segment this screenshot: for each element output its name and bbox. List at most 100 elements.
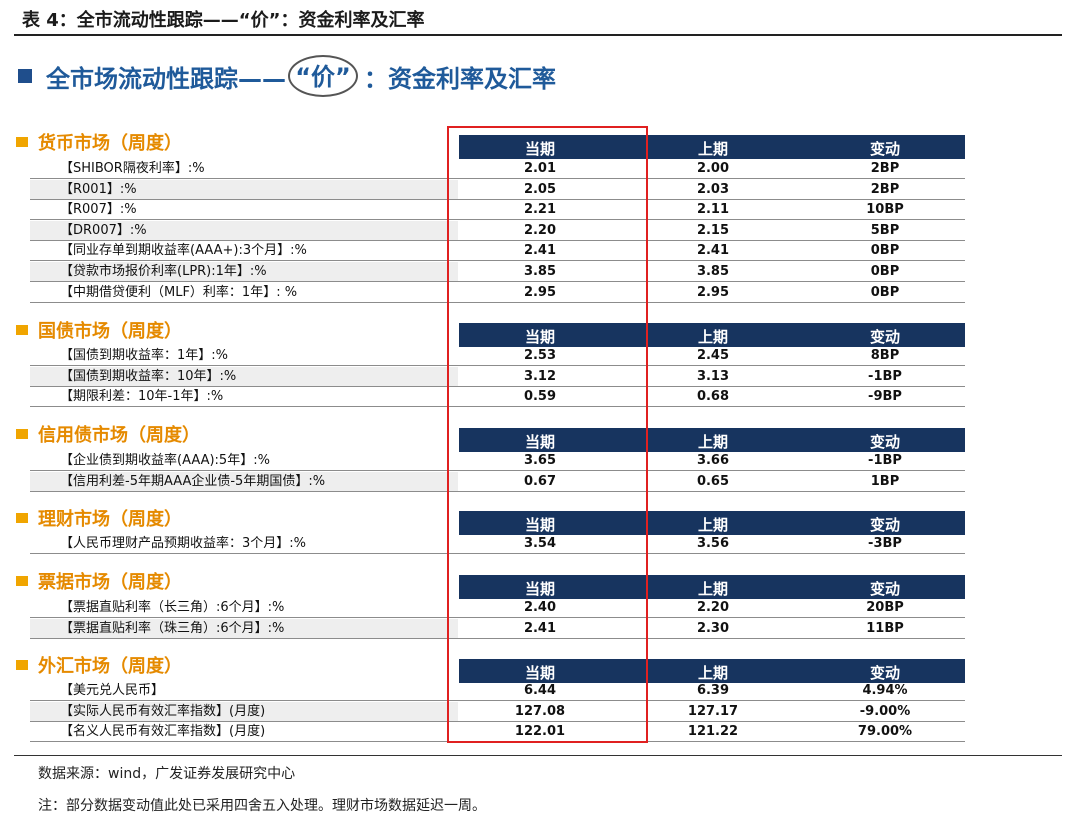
cell-change: 10BP	[866, 202, 904, 218]
row-divider	[30, 700, 965, 701]
row-label: 【实际人民币有效汇率指数】(月度)	[60, 703, 266, 719]
table-row: 【同业存单到期收益率(AAA+):3个月】:% 2.41 2.41 0BP	[30, 241, 965, 262]
section-title-text: 票据市场（周度）	[38, 572, 182, 593]
row-shade	[30, 618, 458, 638]
table-row: 【国债到期收益率：1年】:% 2.53 2.45 8BP	[30, 346, 965, 366]
row-divider	[30, 490, 965, 492]
table-row: 【国债到期收益率：10年】:% 3.12 3.13 -1BP	[30, 366, 965, 387]
table-caption: 表 4：全市流动性跟踪——“价”：资金利率及汇率	[22, 10, 425, 31]
cell-current: 0.67	[523, 473, 557, 489]
cell-current: 6.44	[523, 683, 557, 698]
cell-change: 0BP	[870, 264, 900, 279]
section-title: 国债市场（周度）	[16, 317, 182, 343]
table-row: 【票据直贴利率（珠三角）:6个月】:% 2.41 2.30 11BP	[30, 618, 965, 639]
cell-current: 3.65	[523, 453, 557, 468]
header-current: 当期	[524, 664, 555, 682]
cell-previous: 3.56	[696, 536, 730, 551]
header-previous: 上期	[697, 516, 728, 534]
row-shade	[30, 262, 458, 281]
row-label: 【名义人民币有效汇率指数】(月度)	[60, 724, 266, 740]
header-previous: 上期	[697, 433, 728, 451]
row-divider	[30, 637, 965, 639]
cell-change: 0BP	[870, 243, 900, 259]
row-label: 【企业债到期收益率(AAA):5年】:%	[60, 453, 270, 468]
cell-previous: 2.45	[696, 348, 730, 363]
section-title-text: 外汇市场（周度）	[38, 656, 182, 677]
cell-change: 5BP	[870, 222, 900, 238]
cell-previous: 121.22	[687, 724, 739, 740]
row-divider	[30, 406, 965, 408]
table-row: 【人民币理财产品预期收益率：3个月】:% 3.54 3.56 -3BP	[30, 534, 965, 554]
row-label: 【人民币理财产品预期收益率：3个月】:%	[60, 536, 307, 551]
section-title: 票据市场（周度）	[16, 568, 182, 594]
row-label: 【国债到期收益率：10年】:%	[60, 368, 237, 384]
cell-current: 2.41	[523, 620, 557, 636]
section-title: 货币市场（周度）	[16, 129, 182, 155]
row-label: 【美元兑人民币】	[60, 683, 165, 698]
cell-change: 2BP	[870, 181, 900, 197]
section-bullet-icon	[16, 513, 28, 523]
header-change: 变动	[869, 140, 900, 158]
section-bullet-icon	[16, 325, 28, 335]
table-row: 【贷款市场报价利率(LPR):1年】:% 3.85 3.85 0BP	[30, 262, 965, 282]
row-divider	[30, 617, 965, 618]
table-row: 【信用利差-5年期AAA企业债-5年期国债】:% 0.67 0.65 1BP	[30, 471, 965, 492]
cell-current: 2.95	[523, 284, 557, 300]
cell-current: 127.08	[514, 703, 566, 719]
table-row: 【票据直贴利率（长三角）:6个月】:% 2.40 2.20 20BP	[30, 598, 965, 618]
cell-previous: 3.13	[696, 368, 730, 384]
header-previous: 上期	[697, 664, 728, 682]
cell-change: 11BP	[866, 620, 904, 636]
row-shade	[30, 471, 458, 491]
column-header-row: 当期 上期 变动	[459, 511, 965, 535]
cell-change: -9BP	[868, 389, 902, 405]
row-label: 【DR007】:%	[60, 222, 147, 238]
row-divider	[30, 301, 965, 303]
header-current: 当期	[524, 140, 555, 158]
cell-previous: 0.65	[696, 473, 730, 489]
cell-previous: 2.95	[696, 284, 730, 300]
cell-change: 79.00%	[857, 724, 913, 740]
table-row: 【DR007】:% 2.20 2.15 5BP	[30, 220, 965, 241]
cell-previous: 3.85	[696, 264, 730, 279]
cell-current: 2.21	[523, 202, 557, 218]
price-highlight-oval: “价”	[288, 55, 358, 97]
cell-previous: 0.68	[696, 389, 730, 405]
section-title: 外汇市场（周度）	[16, 652, 182, 678]
table-row: 【中期借贷便利（MLF）利率：1年】: % 2.95 2.95 0BP	[30, 283, 965, 303]
column-header-row: 当期 上期 变动	[459, 428, 965, 452]
row-label: 【国债到期收益率：1年】:%	[60, 348, 229, 363]
section-bullet-icon	[16, 429, 28, 439]
cell-change: -1BP	[868, 453, 902, 468]
cell-current: 2.40	[523, 600, 557, 615]
cell-change: -3BP	[868, 536, 902, 551]
cell-current: 3.12	[523, 368, 557, 384]
cell-previous: 3.66	[696, 453, 730, 468]
cell-current: 3.54	[523, 536, 557, 551]
cell-current: 2.20	[523, 222, 557, 238]
section-title-text: 国债市场（周度）	[38, 321, 182, 342]
cell-change: -1BP	[868, 368, 902, 384]
row-divider	[30, 219, 965, 221]
header-change: 变动	[869, 580, 900, 598]
row-divider	[30, 720, 965, 722]
column-header-row: 当期 上期 变动	[459, 575, 965, 599]
row-shade	[30, 701, 458, 721]
header-current: 当期	[524, 433, 555, 451]
table-row: 【实际人民币有效汇率指数】(月度) 127.08 127.17 -9.00%	[30, 701, 965, 722]
row-label: 【SHIBOR隔夜利率】:%	[60, 161, 205, 176]
square-bullet-icon	[18, 69, 32, 83]
row-shade	[30, 179, 458, 199]
cell-change: 8BP	[870, 348, 900, 363]
cell-current: 0.59	[523, 389, 557, 405]
cell-previous: 2.00	[696, 161, 730, 176]
cell-current: 2.05	[523, 181, 557, 197]
row-label: 【票据直贴利率（珠三角）:6个月】:%	[60, 620, 285, 636]
row-divider	[30, 239, 965, 241]
table-row: 【美元兑人民币】 6.44 6.39 4.94%	[30, 681, 965, 701]
header-change: 变动	[869, 516, 900, 534]
row-divider	[30, 198, 965, 200]
table-row: 【R001】:% 2.05 2.03 2BP	[30, 179, 965, 200]
cell-change: 2BP	[870, 161, 900, 176]
row-label: 【R001】:%	[60, 181, 137, 197]
